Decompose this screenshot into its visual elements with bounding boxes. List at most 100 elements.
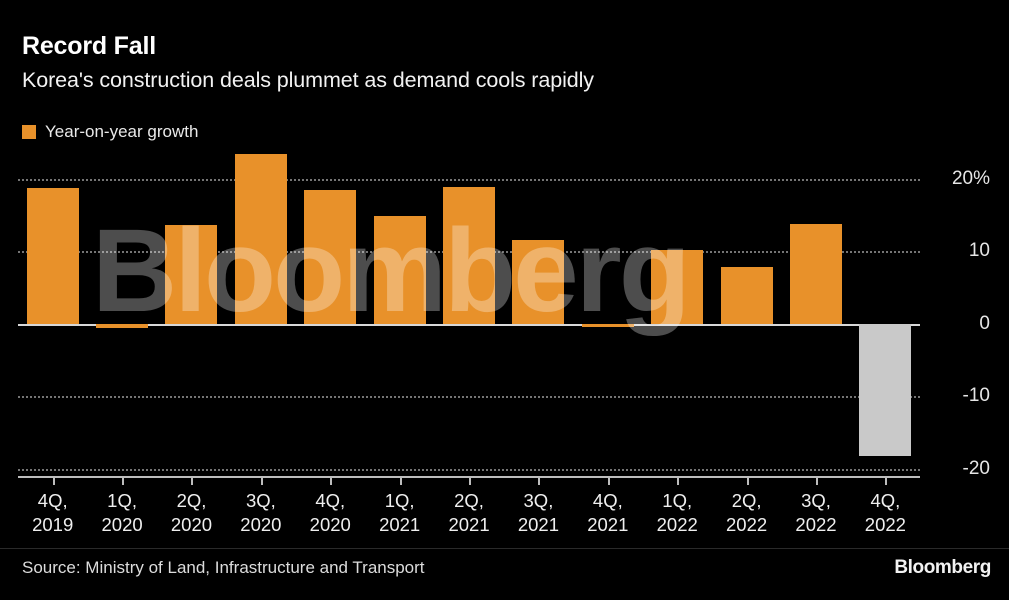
x-axis-tick (365, 476, 434, 486)
gridline (18, 396, 920, 399)
x-axis-tick (18, 476, 87, 486)
x-axis-label: 1Q, 2020 (87, 489, 156, 537)
x-label-line: 2020 (240, 514, 282, 535)
bar[interactable] (443, 186, 496, 324)
tick-mark (607, 476, 610, 485)
bar-slot (504, 150, 573, 476)
page-title: Record Fall (22, 32, 156, 60)
x-axis-tick (504, 476, 573, 486)
bar-slot (365, 150, 434, 476)
gridline (18, 178, 920, 181)
bar[interactable] (651, 249, 704, 324)
bar-slot (157, 150, 226, 476)
x-axis-label: 3Q, 2021 (504, 489, 573, 537)
x-axis-label: 1Q, 2021 (365, 489, 434, 537)
x-axis-ticks (18, 476, 920, 486)
x-label-line: 2022 (726, 514, 768, 535)
tick-mark (260, 476, 263, 485)
bar[interactable] (720, 266, 773, 324)
bar-slot (18, 150, 87, 476)
x-axis-tick (573, 476, 642, 486)
tick-mark (469, 476, 472, 485)
x-axis-label: 4Q, 2021 (573, 489, 642, 537)
y-axis-tick-label: -10 (962, 385, 990, 407)
x-axis-tick (296, 476, 365, 486)
x-label-line: 2Q, (176, 490, 207, 511)
bar-slot (434, 150, 503, 476)
x-label-line: 2020 (101, 514, 143, 535)
x-axis-label: 2Q, 2022 (712, 489, 781, 537)
x-label-line: 2021 (379, 514, 421, 535)
x-axis-tick (157, 476, 226, 486)
x-axis-tick (226, 476, 295, 486)
x-label-line: 2021 (448, 514, 490, 535)
y-axis: 20% 10 0 -10 -20 (928, 150, 1009, 490)
x-label-line: 1Q, (384, 490, 415, 511)
bar-slot (296, 150, 365, 476)
x-axis-tick (643, 476, 712, 486)
source-note: Source: Ministry of Land, Infrastructure… (22, 558, 425, 577)
zero-line (18, 323, 920, 326)
x-label-line: 2Q, (731, 490, 762, 511)
x-axis-label: 4Q, 2019 (18, 489, 87, 537)
bar-slot (87, 150, 156, 476)
bar[interactable] (165, 225, 218, 324)
x-axis-labels: 4Q, 2019 1Q, 2020 2Q, 2020 3Q, 2020 4Q, 2020 1Q, 20… (18, 489, 920, 537)
legend-label: Year-on-year growth (45, 122, 199, 141)
x-label-line: 2020 (309, 514, 351, 535)
bar-slot (851, 150, 920, 476)
x-axis-line (18, 476, 920, 478)
plot-area (18, 150, 920, 476)
bar-slot (226, 150, 295, 476)
y-axis-tick-label: 0 (979, 312, 990, 334)
x-axis-tick (87, 476, 156, 486)
tick-mark (677, 476, 680, 485)
y-axis-tick-label: 10 (968, 240, 990, 262)
tick-mark (191, 476, 194, 485)
bar[interactable] (373, 215, 426, 324)
x-axis-tick (712, 476, 781, 486)
bar[interactable] (234, 153, 287, 324)
tick-mark (122, 476, 125, 485)
tick-mark (746, 476, 749, 485)
x-label-line: 4Q, (315, 490, 346, 511)
x-label-line: 2022 (864, 514, 906, 535)
x-label-line: 2019 (32, 514, 74, 535)
x-label-line: 4Q, (592, 490, 623, 511)
x-axis-tick (851, 476, 920, 486)
tick-mark (885, 476, 888, 485)
bar-slot (712, 150, 781, 476)
x-label-line: 3Q, (801, 490, 831, 511)
x-label-line: 4Q, (870, 490, 901, 511)
tick-mark (52, 476, 55, 485)
x-axis-label: 1Q, 2022 (643, 489, 712, 537)
bar[interactable] (581, 323, 634, 328)
bar[interactable] (789, 223, 842, 324)
footer-divider (0, 548, 1009, 549)
x-axis-label: 2Q, 2020 (157, 489, 226, 537)
bar[interactable] (26, 187, 79, 324)
x-axis-label: 4Q, 2020 (296, 489, 365, 537)
x-label-line: 2Q, (454, 490, 484, 511)
x-label-line: 2021 (517, 514, 559, 535)
page-subtitle: Korea's construction deals plummet as de… (22, 68, 594, 92)
y-axis-tick-label: -20 (962, 457, 990, 479)
bar[interactable] (96, 323, 149, 329)
legend: Year-on-year growth (22, 122, 198, 142)
bar-slot (781, 150, 850, 476)
bar-slot (643, 150, 712, 476)
bar-series (18, 150, 920, 476)
y-axis-tick-label: 20% (951, 167, 990, 189)
bloomberg-logo: Bloomberg (894, 557, 991, 578)
tick-mark (399, 476, 402, 485)
bar[interactable] (512, 239, 565, 324)
bar[interactable] (304, 189, 357, 324)
bar[interactable] (859, 323, 912, 456)
x-label-line: 3Q, (245, 490, 276, 511)
x-axis-tick (781, 476, 850, 486)
x-axis-label: 2Q, 2021 (434, 489, 503, 537)
x-label-line: 4Q, (37, 490, 68, 511)
gridline (18, 468, 920, 471)
x-label-line: 3Q, (523, 490, 554, 511)
